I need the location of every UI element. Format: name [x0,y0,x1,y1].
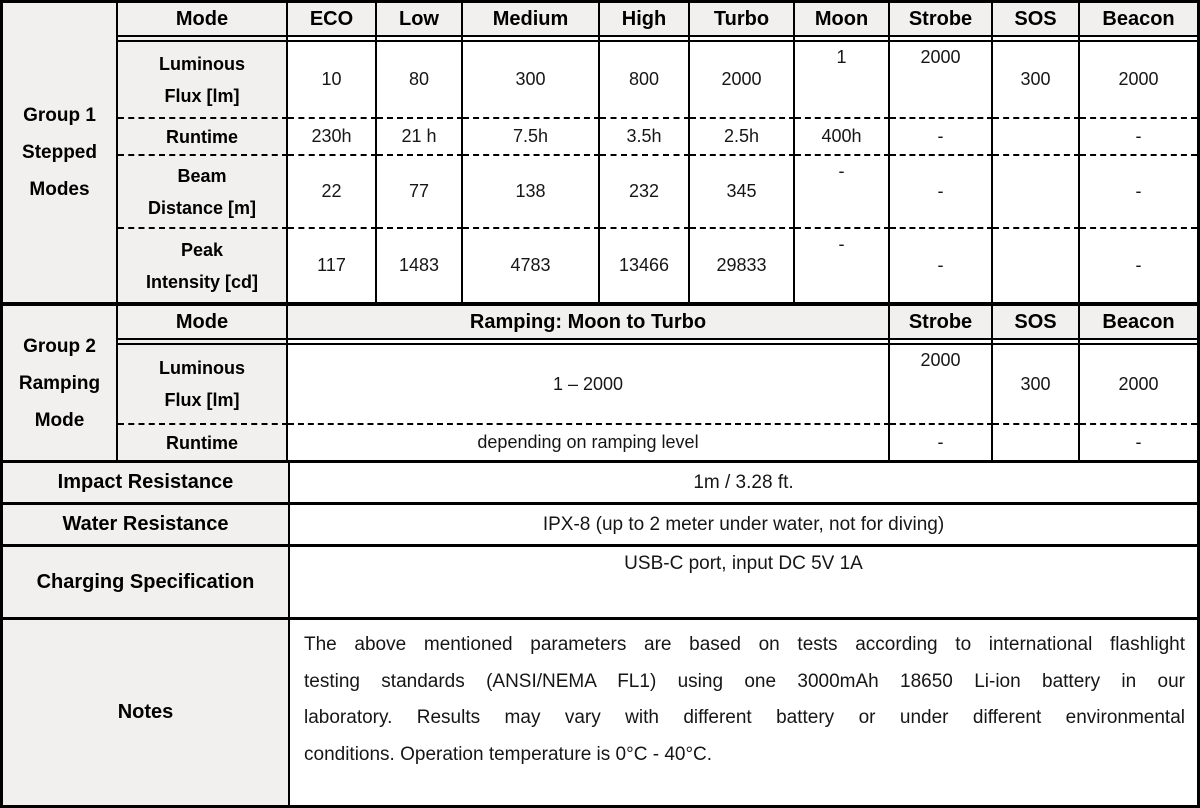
col-header-high: High [600,3,690,37]
data-cell: - [890,227,993,302]
notes-line: The above mentioned parameters are based… [304,634,1185,655]
data-cell: 2000 [1080,343,1197,423]
data-cell: - [1080,154,1197,227]
data-cell: - [1080,117,1197,154]
section-divider [3,460,1197,463]
row-label-beam-distance: Beam Distance [m] [118,154,288,227]
spec-row-water-resistance: Water Resistance IPX-8 (up to 2 meter un… [3,505,1197,544]
row-label-runtime: Runtime [118,117,288,154]
col-header-beacon: Beacon [1080,3,1197,37]
col-header-medium: Medium [463,3,600,37]
data-cell: 138 [463,154,600,227]
data-cell: 1 [795,40,890,117]
data-cell: 10 [288,40,377,117]
row-label-peak-intensity: Peak Intensity [cd] [118,227,288,302]
group1-section: Group 1 Stepped Modes Mode ECO Low Mediu… [3,3,1197,302]
data-cell: 2000 [890,40,993,117]
data-cell: 2000 [690,40,795,117]
notes-paragraph: The above mentioned parameters are based… [290,620,1197,805]
ramping-span-header: Ramping: Moon to Turbo [288,306,890,340]
data-cell: 1483 [377,227,463,302]
data-cell: 300 [993,40,1080,117]
group2-section: Group 2 Ramping Mode Mode Ramping: Moon … [3,306,1197,460]
data-cell: 2.5h [690,117,795,154]
notes-line: testing standards (ANSI/NEMA FL1) using … [304,670,1185,692]
notes-line: conditions. Operation temperature is 0°C… [304,743,713,765]
data-cell: 21 h [377,117,463,154]
col-header-eco: ECO [288,3,377,37]
row-divider [3,617,1197,620]
col-header-sos: SOS [993,306,1080,340]
data-cell: 300 [463,40,600,117]
data-cell: 2000 [1080,40,1197,117]
col-header-strobe: Strobe [890,3,993,37]
g1-mode-header: Mode [118,3,288,37]
data-cell [993,117,1080,154]
data-cell: 117 [288,227,377,302]
data-cell: - [795,154,890,227]
data-cell: - [890,154,993,227]
spec-value: IPX-8 (up to 2 meter under water, not fo… [542,513,945,535]
ramping-runtime-cell: depending on ramping level [288,423,890,460]
data-cell: - [890,117,993,154]
spec-label: Notes [3,620,290,805]
data-cell [993,227,1080,302]
spec-label: Water Resistance [3,505,290,544]
data-cell: 2000 [890,343,993,423]
data-cell: - [890,423,993,460]
data-cell: 7.5h [463,117,600,154]
spec-value: USB-C port, input DC 5V 1A [624,553,863,574]
col-header-low: Low [377,3,463,37]
group2-label: Group 2 Ramping Mode [3,306,118,460]
data-cell: 232 [600,154,690,227]
data-cell: 29833 [690,227,795,302]
data-cell: - [1080,227,1197,302]
row-label-runtime: Runtime [118,423,288,460]
data-cell: 4783 [463,227,600,302]
data-cell [993,154,1080,227]
spec-row-notes: Notes The above mentioned parameters are… [3,620,1197,805]
spec-value: 1m / 3.28 ft. [693,471,794,493]
spec-label: Charging Specification [3,547,290,617]
data-cell [993,423,1080,460]
col-header-moon: Moon [795,3,890,37]
section-divider [3,302,1197,306]
group1-label: Group 1 Stepped Modes [3,3,118,302]
data-cell: 80 [377,40,463,117]
data-cell: 13466 [600,227,690,302]
data-cell: 77 [377,154,463,227]
col-header-strobe: Strobe [890,306,993,340]
data-cell: 22 [288,154,377,227]
row-divider [3,544,1197,547]
ramping-flux-cell: 1 – 2000 [288,343,890,423]
data-cell: 230h [288,117,377,154]
data-cell: 400h [795,117,890,154]
row-divider [3,502,1197,505]
row-label-luminous-flux: Luminous Flux [lm] [118,40,288,117]
g2-mode-header: Mode [118,306,288,340]
data-cell: 345 [690,154,795,227]
spec-row-charging-specification: Charging Specification USB-C port, input… [3,547,1197,617]
col-header-beacon: Beacon [1080,306,1197,340]
double-line-gap [118,340,288,343]
notes-line: laboratory. Results may vary with differ… [304,707,1185,728]
spec-label: Impact Resistance [3,463,290,502]
double-line-gap [118,37,288,40]
data-cell: 3.5h [600,117,690,154]
col-header-turbo: Turbo [690,3,795,37]
data-cell: - [795,227,890,302]
data-cell: 300 [993,343,1080,423]
col-header-sos: SOS [993,3,1080,37]
row-label-luminous-flux: Luminous Flux [lm] [118,343,288,423]
data-cell: - [1080,423,1197,460]
data-cell: 800 [600,40,690,117]
spec-row-impact-resistance: Impact Resistance 1m / 3.28 ft. [3,463,1197,502]
